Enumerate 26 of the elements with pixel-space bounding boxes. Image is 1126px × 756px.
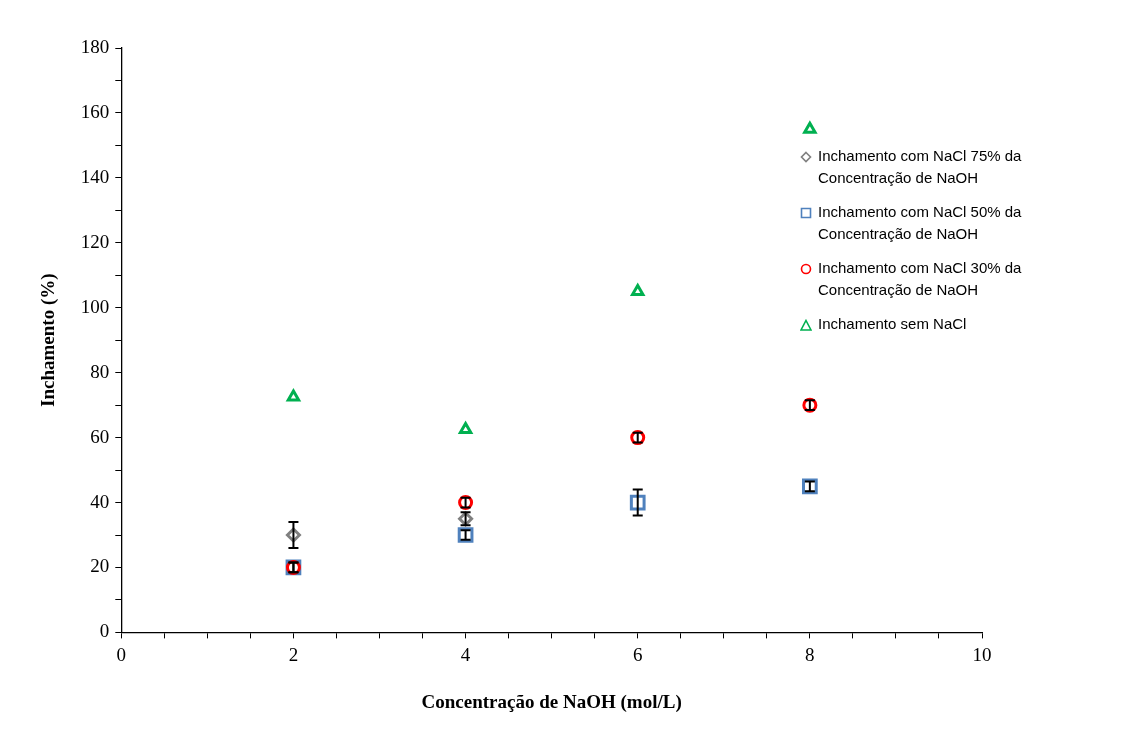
y-tick-label: 140 xyxy=(80,165,110,187)
legend-label: Inchamento com NaCl 30% da Concentração de NaOH xyxy=(818,258,1023,300)
y-tick-label: 40 xyxy=(90,490,110,512)
legend-label: Inchamento com NaCl 50% da Concentração de NaOH xyxy=(818,202,1023,244)
point xyxy=(458,421,473,434)
x-tick-label: 4 xyxy=(460,643,471,665)
y-tick-label: 80 xyxy=(90,360,110,382)
y-tick-label: 120 xyxy=(80,230,110,252)
y-tick-label: 0 xyxy=(99,620,110,642)
y-axis-title: Inchamento (%) xyxy=(37,273,60,407)
x-tick-label: 8 xyxy=(805,643,815,665)
legend-label: Inchamento sem NaCl xyxy=(818,314,967,334)
x-tick-label: 10 xyxy=(972,643,992,665)
legend-label: Inchamento com NaCl 75% da Concentração de NaOH xyxy=(818,146,1023,188)
x-tick-label: 6 xyxy=(632,643,643,665)
x-tick-label: 0 xyxy=(116,643,127,665)
y-tick-label: 100 xyxy=(80,295,110,317)
y-tick-label: 60 xyxy=(90,425,110,447)
point xyxy=(286,389,301,402)
y-tick-label: 160 xyxy=(80,100,110,122)
point xyxy=(803,121,817,134)
y-tick-label: 20 xyxy=(90,555,110,577)
y-tick-label: 180 xyxy=(80,35,110,57)
x-axis-title: Concentração de NaOH (mol/L) xyxy=(421,690,682,713)
point xyxy=(631,284,645,296)
x-tick-label: 2 xyxy=(288,643,299,665)
